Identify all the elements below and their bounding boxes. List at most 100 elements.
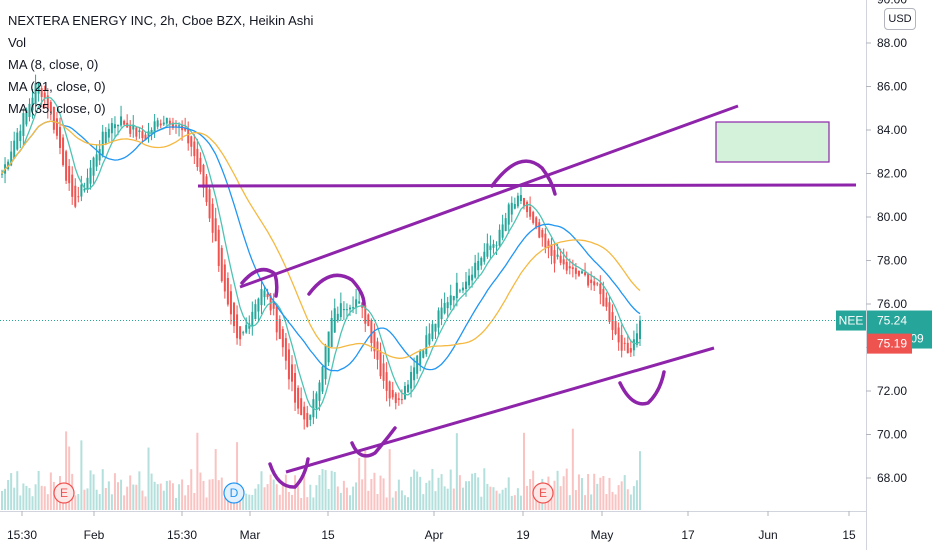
volume-bar [19,495,22,510]
volume-bar [22,483,25,510]
volume-bar [345,487,348,510]
candle-body [529,207,532,217]
candle-body [620,334,623,351]
candle-body [16,132,19,150]
candle-body [599,283,602,295]
candle-body [614,320,617,335]
volume-bar [617,485,620,510]
volume-bar [260,471,263,510]
volume-bar [605,493,608,510]
volume-bar [394,491,397,510]
candle-body [605,297,608,307]
earnings-marker[interactable]: E [53,482,75,504]
candle-body [184,127,187,131]
volume-bar [327,488,330,510]
volume-bar [336,486,339,510]
volume-bar [443,486,446,510]
volume-bar [284,474,287,510]
volume-bar [635,480,638,510]
candle-body [214,218,217,242]
volume-bar [37,470,40,510]
volume-bar [526,485,529,510]
volume-bar [80,440,83,510]
candle-body [190,136,193,147]
dividend-marker[interactable]: D [223,482,245,504]
volume-bar [333,471,336,510]
y-tick-label: 68.00 [877,471,907,485]
volume-bar [431,468,434,510]
candle-body [431,324,434,340]
x-tick-label: Mar [240,528,261,542]
candle-body [263,290,266,298]
indicator-vol[interactable]: Vol [8,35,27,50]
candle-body [556,254,559,257]
candle-body [471,274,474,281]
volume-bar [144,496,147,510]
arc-drawing-6 [618,370,666,406]
volume-bar [272,479,275,510]
volume-bar [162,490,165,510]
candle-body [306,413,309,427]
candle-body [333,308,336,333]
volume-bar [504,487,507,510]
candle-body [135,127,138,137]
candle-body [34,83,37,105]
indicator-ma8[interactable]: MA (8, close, 0) [8,57,99,72]
volume-bar [416,471,419,510]
candle-body [178,125,181,127]
volume-bar [523,432,525,510]
volume-bar [480,496,483,510]
candle-body [519,195,522,202]
candle-body [635,333,638,345]
candle-body [98,149,101,161]
indicator-ma21[interactable]: MA (21, close, 0) [8,79,106,94]
candle-body [577,271,580,276]
candle-body [202,164,205,188]
volume-bar [385,497,388,510]
candle-body [510,202,513,215]
candle-body [233,302,235,327]
currency-button[interactable]: USD [884,8,916,30]
volume-bar [510,495,513,510]
candle-body [55,118,58,136]
symbol-tag [836,310,866,331]
volume-bar [211,479,214,510]
candle-body [477,260,480,271]
volume-bar [461,487,464,510]
volume-bar [236,442,239,510]
candle-body [602,288,605,307]
volume-bar [529,479,532,510]
x-tick-label: Apr [425,528,444,542]
chart-title[interactable]: NEXTERA ENERGY INC, 2h, Cboe BZX, Heikin… [8,13,314,28]
volume-bar [501,489,504,510]
candle-body [147,131,150,138]
candle-body [480,257,483,266]
indicator-ma35[interactable]: MA (35, close, 0) [8,101,106,116]
candle-body [150,129,153,135]
volume-bar [309,484,312,510]
candle-body [550,244,553,256]
candle-body [110,123,113,134]
arc-drawing-4 [268,457,310,489]
volume-bar [553,480,556,510]
volume-bar [446,488,449,510]
volume-bar [74,495,77,510]
candle-body [37,82,40,94]
volume-bar [13,487,16,510]
candle-body [565,261,568,271]
candle-body [297,387,300,409]
volume-bar [367,490,370,510]
earnings-marker[interactable]: E [532,482,554,504]
volume-bar [217,480,220,510]
arc-drawing-1 [240,267,279,298]
candle-body [458,290,461,292]
volume-bar [632,486,635,510]
candle-body [373,331,376,352]
candle-body [403,385,406,400]
y-tick-label: 88.00 [877,36,907,50]
candle-body [260,289,263,306]
candle-body [449,295,452,306]
volume-bar [590,494,593,510]
candle-body [532,211,535,223]
